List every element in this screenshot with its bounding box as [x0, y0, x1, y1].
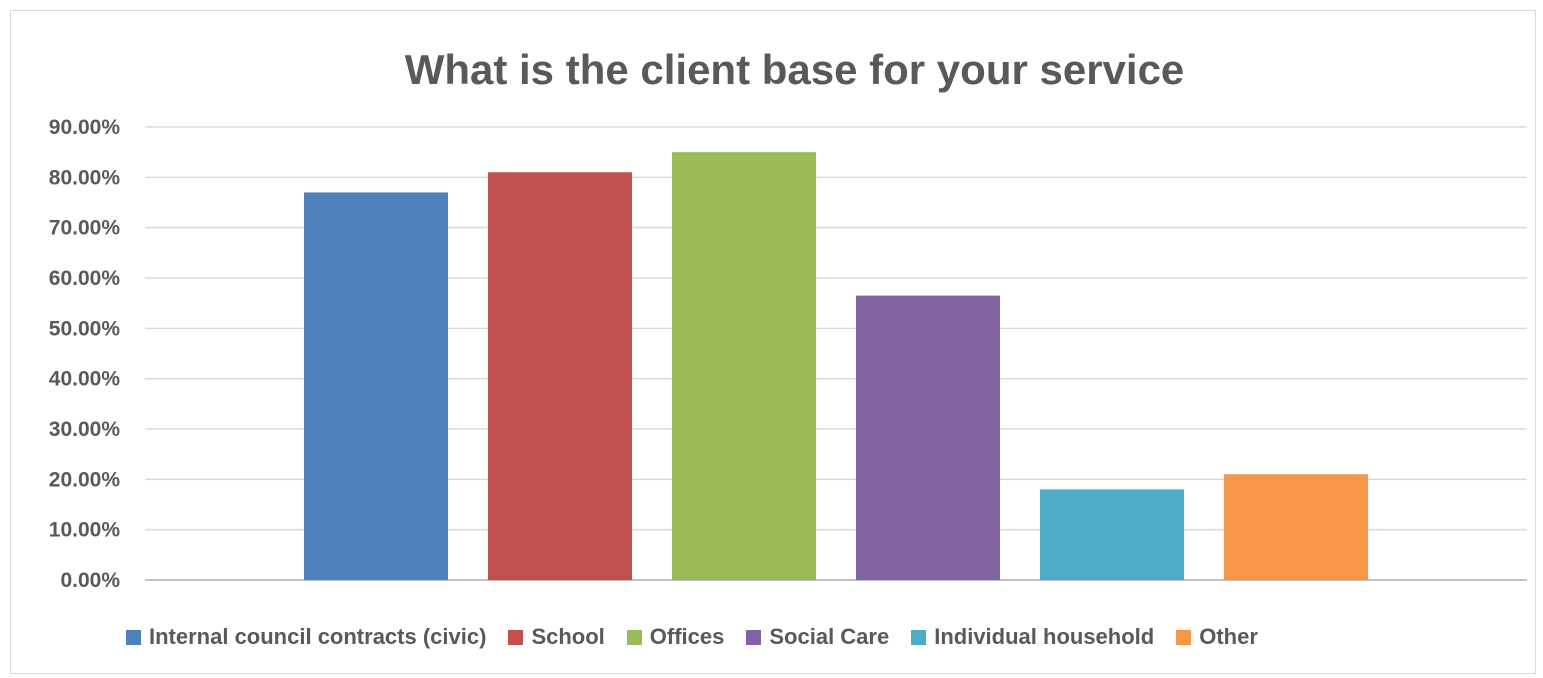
y-tick-label: 20.00%: [49, 468, 121, 491]
y-tick-label: 60.00%: [49, 267, 121, 290]
chart-legend: Internal council contracts (civic) School…: [126, 622, 1280, 652]
legend-swatch: [746, 629, 762, 645]
bar-school: [488, 172, 632, 581]
legend-label: School: [531, 624, 605, 649]
legend-swatch: [1176, 629, 1192, 645]
y-tick-label: 90.00%: [49, 116, 121, 139]
chart-title: What is the client base for your service: [404, 46, 1185, 93]
bar-social-care: [856, 295, 1000, 580]
legend-swatch: [508, 629, 524, 645]
legend-item: Individual household: [911, 624, 1154, 650]
legend-label: Offices: [649, 624, 725, 649]
legend-label: Internal council contracts (civic): [149, 624, 487, 649]
legend-item: School: [508, 624, 605, 650]
bar-internal-council-contracts-civic: [304, 192, 448, 580]
y-tick-label: 50.00%: [49, 317, 121, 340]
legend-swatch: [911, 629, 927, 645]
bar-other: [1224, 474, 1368, 580]
y-tick-label: 10.00%: [49, 519, 121, 542]
bar-offices: [672, 152, 816, 580]
legend-item: Other: [1176, 624, 1258, 650]
y-tick-label: 80.00%: [49, 166, 121, 189]
y-tick-label: 0.00%: [60, 569, 120, 592]
legend-item: Internal council contracts (civic): [126, 624, 486, 650]
legend-label: Social Care: [769, 624, 890, 649]
y-tick-label: 40.00%: [49, 368, 121, 391]
legend-swatch: [126, 629, 141, 645]
legend-label: Other: [1199, 624, 1258, 649]
y-tick-label: 30.00%: [49, 418, 121, 441]
y-tick-label: 70.00%: [49, 217, 121, 240]
bar-individual-household: [1040, 489, 1184, 580]
legend-swatch: [626, 629, 642, 645]
legend-item: Social Care: [746, 624, 889, 650]
legend-label: Individual household: [934, 624, 1155, 649]
legend-item: Offices: [626, 624, 725, 650]
